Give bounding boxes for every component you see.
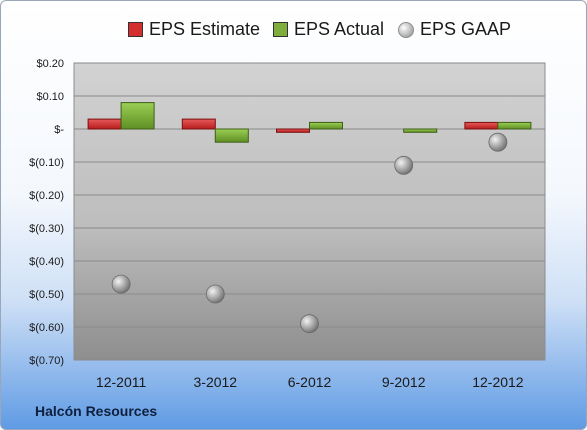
gaap-point <box>488 132 508 152</box>
y-tick-label: $- <box>54 124 64 136</box>
y-tick-label: $(0.50) <box>29 289 64 301</box>
y-axis-ticks: $0.20 $0.10 $- $(0.10) $(0.20) $(0.30) $(0.40)… <box>29 58 64 367</box>
bar-estimate <box>276 128 310 133</box>
bar-actual <box>214 128 249 143</box>
x-tick-label: 3-2012 <box>194 374 238 390</box>
bar-estimate <box>87 118 122 130</box>
x-tick-label: 12-2012 <box>472 374 524 390</box>
x-tick-label: 12-2011 <box>96 374 147 390</box>
gaap-points <box>111 132 508 334</box>
legend-swatch-estimate <box>128 22 143 37</box>
y-tick-label: $(0.10) <box>29 157 64 169</box>
bar-actual <box>309 121 343 130</box>
legend-label-actual: EPS Actual <box>294 19 385 39</box>
y-tick-label: $(0.20) <box>29 190 64 202</box>
y-tick-label: $0.10 <box>36 91 64 103</box>
y-tick-label: $(0.70) <box>29 355 64 367</box>
company-name: Halcón Resources <box>35 403 158 419</box>
grid-lines <box>74 62 545 361</box>
gaap-point <box>300 314 319 334</box>
legend-label-estimate: EPS Estimate <box>149 19 261 39</box>
bar-actual <box>403 128 438 133</box>
bars <box>87 102 532 143</box>
y-tick-label: $0.20 <box>36 58 64 70</box>
legend-item-gaap: EPS GAAP <box>398 19 511 40</box>
gaap-point <box>111 274 131 294</box>
legend: EPS Estimate EPS Actual EPS GAAP <box>1 15 586 45</box>
legend-swatch-actual <box>273 22 288 37</box>
x-tick-label: 6-2012 <box>288 374 332 390</box>
legend-item-actual: EPS Actual <box>273 19 384 40</box>
legend-item-estimate: EPS Estimate <box>128 19 260 40</box>
x-axis-ticks: 12-2011 3-2012 6-2012 9-2012 12-2012 <box>96 374 524 390</box>
bar-actual <box>497 121 532 130</box>
x-tick-label: 9-2012 <box>382 374 426 390</box>
gaap-point <box>205 284 225 304</box>
y-tick-label: $(0.30) <box>29 223 64 235</box>
bar-estimate <box>181 118 216 130</box>
legend-marker-gaap <box>398 21 414 38</box>
bar-estimate <box>464 121 499 130</box>
legend-label-gaap: EPS GAAP <box>420 19 512 39</box>
gaap-point <box>394 155 414 175</box>
bar-actual <box>120 102 155 130</box>
y-tick-label: $(0.60) <box>29 322 64 334</box>
y-tick-label: $(0.40) <box>29 256 64 268</box>
